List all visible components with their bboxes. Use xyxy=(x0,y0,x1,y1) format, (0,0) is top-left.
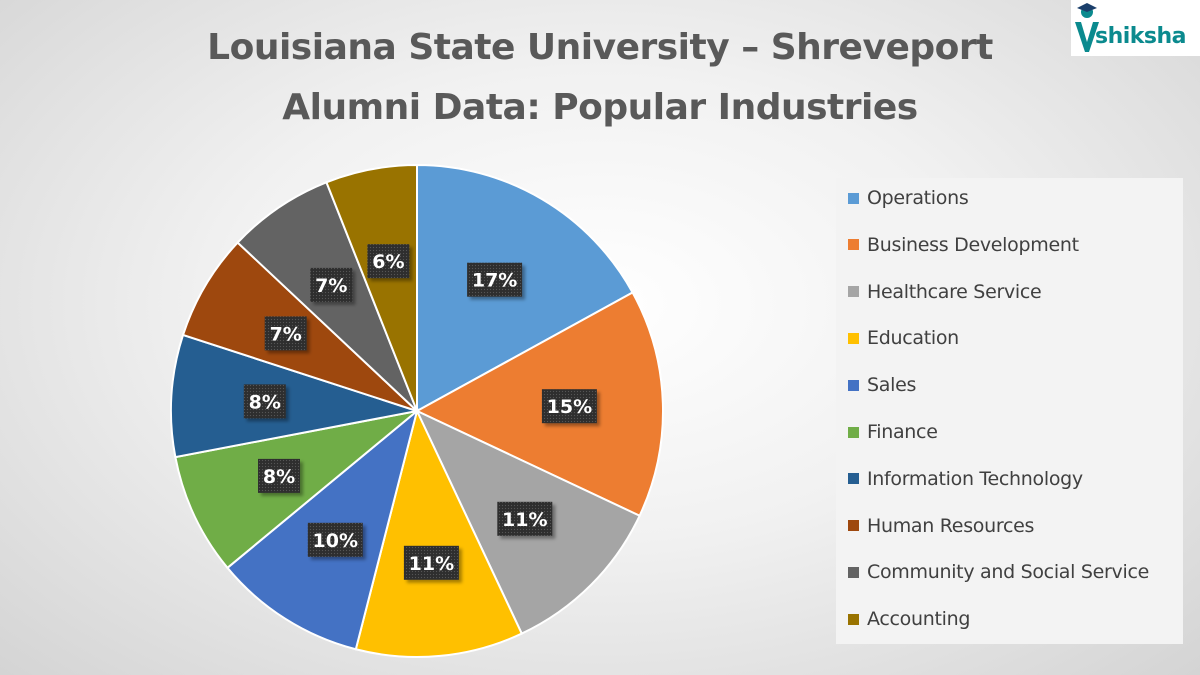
legend-swatch xyxy=(848,192,859,204)
data-label: 10% xyxy=(307,522,363,557)
data-label-text: 7% xyxy=(270,323,302,345)
data-label-box xyxy=(403,545,459,580)
legend-swatch xyxy=(848,473,859,485)
shiksha-logo[interactable]: shiksha xyxy=(1071,0,1200,56)
legend-swatch xyxy=(848,379,859,391)
legend-swatch xyxy=(848,286,859,298)
pie-slice-accounting xyxy=(325,163,418,412)
data-label-text: 8% xyxy=(249,391,281,413)
legend-item: Community and Social Service xyxy=(848,560,1149,584)
legend-swatch xyxy=(848,613,859,625)
data-label-box xyxy=(367,244,410,279)
legend-item: Education xyxy=(848,326,959,350)
pie-slice-education xyxy=(354,408,524,658)
chart-title-line-2: Alumni Data: Popular Industries xyxy=(282,87,918,128)
legend-label: Education xyxy=(867,327,959,350)
graduate-cap-icon xyxy=(1075,3,1099,52)
data-label-text: 10% xyxy=(313,530,358,552)
legend-label: Operations xyxy=(867,187,969,209)
legend-item: Human Resources xyxy=(848,514,1034,538)
brand-name: shiksha xyxy=(1095,24,1187,49)
legend-swatch xyxy=(848,332,859,344)
data-label-box xyxy=(497,501,553,536)
data-label-box xyxy=(307,522,363,557)
pie-slice-information-technology xyxy=(170,333,418,459)
data-label: 7% xyxy=(264,316,307,351)
legend-item: Information Technology xyxy=(848,467,1083,491)
data-label: 8% xyxy=(243,384,286,419)
legend-label: Community and Social Service xyxy=(867,561,1149,584)
data-label-box xyxy=(310,267,353,302)
chart-legend: Operations Business Development Healthcare… xyxy=(836,178,1183,644)
legend-item: Operations xyxy=(848,186,969,210)
data-label-box xyxy=(541,389,597,424)
legend-label: Healthcare Service xyxy=(867,280,1042,303)
data-label-text: 15% xyxy=(547,396,592,418)
data-label: 7% xyxy=(310,267,353,302)
data-label-text: 11% xyxy=(409,553,454,575)
data-label-box xyxy=(264,316,307,351)
data-label: 11% xyxy=(497,501,553,536)
data-label-text: 7% xyxy=(315,275,347,297)
data-label: 11% xyxy=(403,545,459,580)
legend-item: Healthcare Service xyxy=(848,280,1042,304)
data-label-box xyxy=(258,458,300,493)
legend-item: Business Development xyxy=(848,233,1079,257)
data-label-box xyxy=(467,262,523,297)
legend-swatch xyxy=(848,566,859,578)
legend-item: Finance xyxy=(848,420,938,444)
data-label-text: 6% xyxy=(372,251,404,273)
legend-swatch xyxy=(848,426,859,438)
data-label-text: 8% xyxy=(263,466,295,488)
pie-slice-business-development xyxy=(414,291,664,518)
legend-label: Sales xyxy=(867,374,917,397)
pie-slice-operations xyxy=(416,163,634,413)
legend-swatch xyxy=(848,520,859,532)
data-label: 15% xyxy=(541,389,597,424)
pie-chart: 17% 15% 11% 11% 10% 8% 8% 7% 7% 6% xyxy=(170,163,664,658)
legend-swatch xyxy=(848,239,859,251)
data-label: 6% xyxy=(367,244,410,279)
legend-label: Accounting xyxy=(867,608,971,631)
data-label: 8% xyxy=(258,458,300,493)
data-label-text: 17% xyxy=(472,270,517,292)
legend-label: Finance xyxy=(867,421,938,443)
data-label-text: 11% xyxy=(502,509,547,531)
legend-label: Human Resources xyxy=(867,514,1035,537)
legend-label: Business Development xyxy=(867,233,1079,256)
legend-item: Sales xyxy=(848,373,916,397)
chart-title-line-1: Louisiana State University – Shreveport xyxy=(207,27,993,68)
legend-item: Accounting xyxy=(848,607,970,631)
legend-label: Information Technology xyxy=(867,467,1083,490)
data-label-box xyxy=(243,384,286,419)
data-label: 17% xyxy=(467,262,523,297)
chart-title: Louisiana State University – Shreveport … xyxy=(150,18,1050,138)
